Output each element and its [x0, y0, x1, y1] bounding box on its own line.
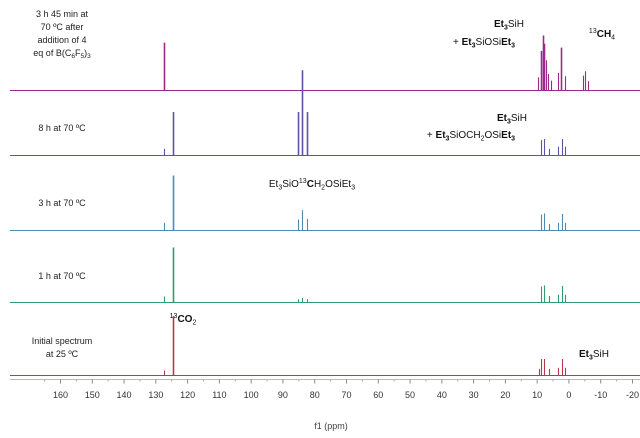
x-tick-label: 60	[373, 390, 383, 400]
x-tick-label: 150	[85, 390, 100, 400]
series-labels-layer: 3 h 45 min at 70 ºC after addition of 4 eq …	[32, 9, 93, 359]
peak-annotation: Et3SiH	[497, 113, 527, 126]
peak-annotation: Et3SiH	[494, 19, 524, 32]
series-label: 3 h at 70 ºC	[38, 198, 86, 208]
peak-annotation: + Et3SiOCH2OSiEt3	[427, 130, 515, 143]
spectra-layer	[10, 35, 640, 376]
peak-annotation: 13CO2	[170, 313, 197, 327]
x-tick-label: 10	[532, 390, 542, 400]
series-label: 8 h at 70 ºC	[38, 123, 86, 133]
x-tick-label: 80	[310, 390, 320, 400]
x-tick-label: 100	[244, 390, 259, 400]
series-label: 1 h at 70 ºC	[38, 271, 86, 281]
spectrum-1	[10, 70, 640, 156]
x-tick-label: 0	[566, 390, 571, 400]
x-tick-label: 140	[117, 390, 132, 400]
spectrum-2	[10, 175, 640, 231]
x-tick-label: 50	[405, 390, 415, 400]
x-tick-label: 120	[180, 390, 195, 400]
peak-annotation: Et3SiH	[579, 349, 609, 362]
x-tick-label: 20	[500, 390, 510, 400]
spectrum-0	[10, 35, 640, 91]
x-tick-label: 70	[341, 390, 351, 400]
annotations-layer: Et3SiH + Et3SiOSiEt3 13CH4 Et3SiH + Et3SiOCH…	[170, 19, 616, 362]
x-tick-label: 130	[148, 390, 163, 400]
x-tick-label: 110	[212, 390, 226, 400]
x-tick-label: 30	[469, 390, 479, 400]
x-axis: 160 150 140 130 120 110 100 90 80 70 60 50 40 30 20 10 0…	[10, 379, 640, 431]
peak-annotation: 13CH4	[589, 28, 615, 42]
x-tick-label: 40	[437, 390, 447, 400]
x-tick-label: -10	[594, 390, 607, 400]
x-axis-ticks: 160 150 140 130 120 110 100 90 80 70 60 50 40 30 20 10 0…	[44, 379, 639, 400]
series-label: Initial spectrum at 25 ºC	[32, 336, 93, 359]
series-label: 3 h 45 min at 70 ºC after addition of 4 eq …	[33, 9, 91, 60]
x-tick-label: -20	[626, 390, 639, 400]
peak-annotation: + Et3SiOSiEt3	[453, 37, 515, 50]
peak-annotation: Et3SiO13CH2OSiEt3	[269, 178, 355, 192]
spectrum-3	[10, 247, 640, 303]
x-tick-label: 90	[278, 390, 288, 400]
x-axis-label: f1 (ppm)	[314, 421, 348, 431]
x-tick-label: 160	[53, 390, 68, 400]
spectrum-4	[10, 316, 640, 376]
